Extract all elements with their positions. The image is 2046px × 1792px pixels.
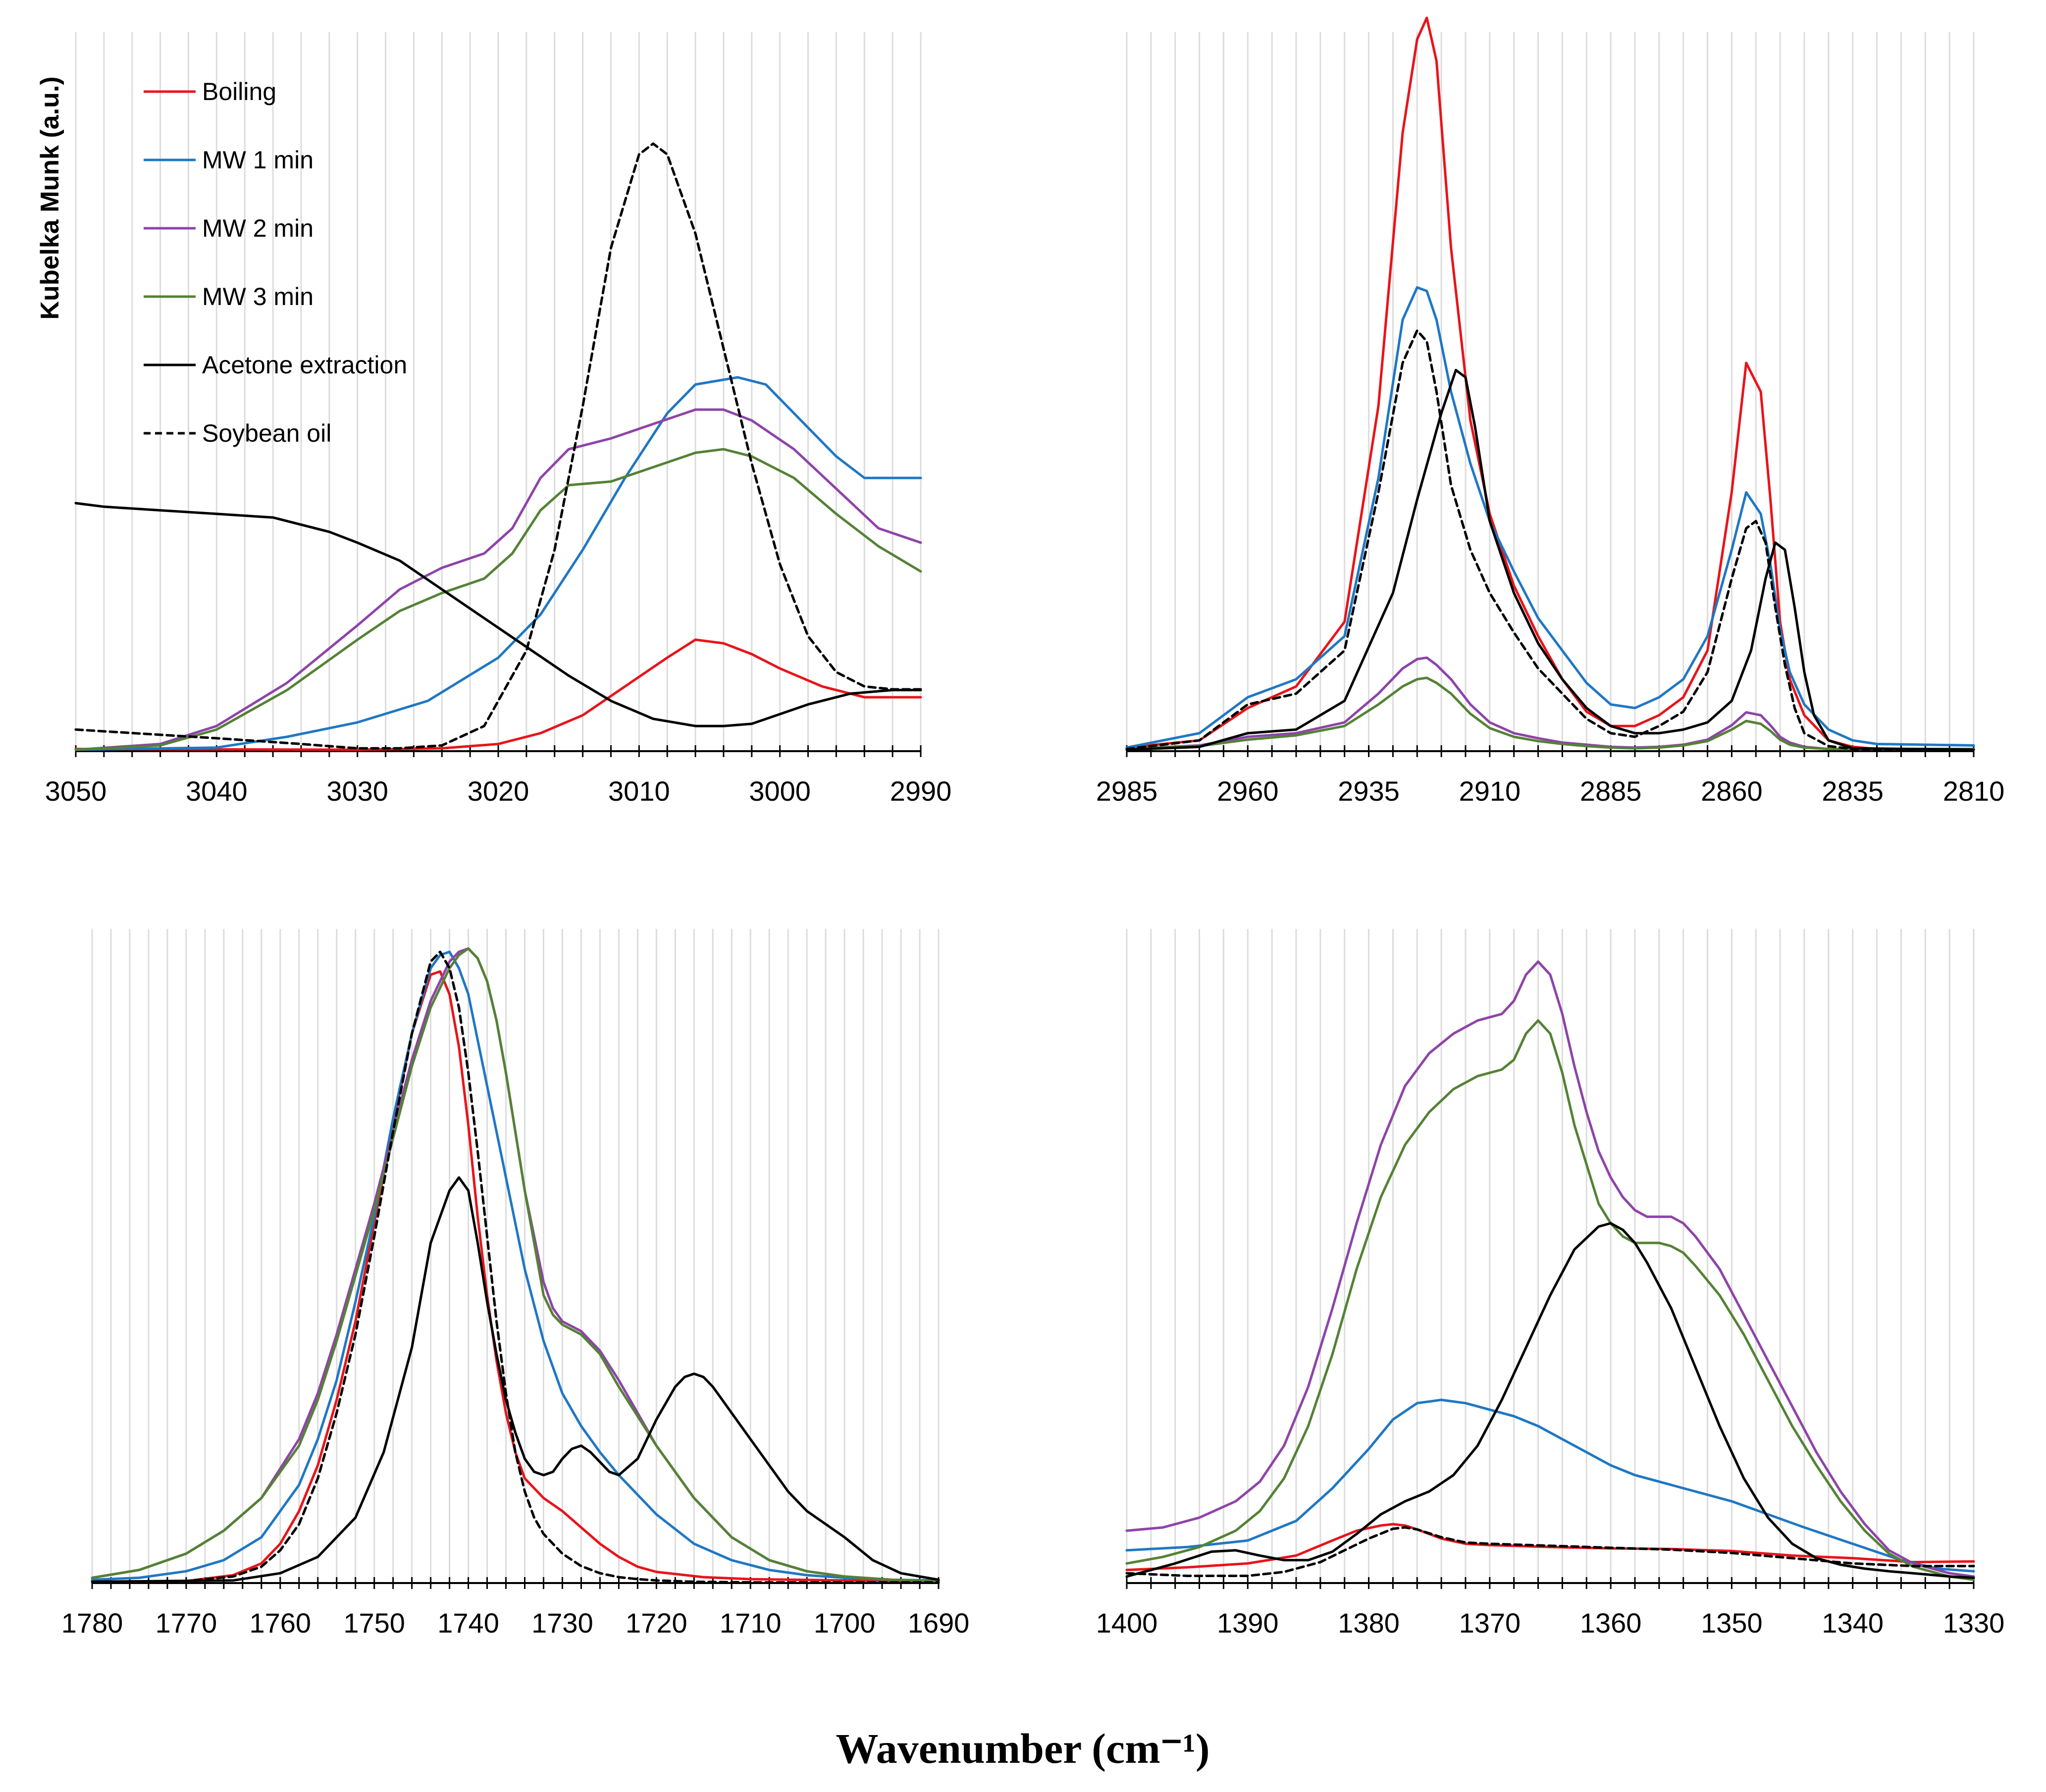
x-tick-label: 1750 [343, 1607, 405, 1638]
series-line-soy [74, 142, 922, 750]
x-tick-label: 1350 [1701, 1607, 1763, 1638]
x-tick-label: 2990 [890, 775, 952, 807]
x-tick-label: 2810 [1943, 775, 2005, 807]
series-line-soy [1125, 1526, 1975, 1577]
x-tick-label: 2885 [1580, 775, 1642, 807]
x-tick-label: 1340 [1822, 1607, 1884, 1638]
x-tick-label: 1390 [1217, 1607, 1279, 1638]
x-axis-label: Wavenumber (cm⁻¹) [836, 1725, 1209, 1772]
series-line-boiling [74, 638, 922, 751]
x-tick-label: 1330 [1943, 1607, 2005, 1638]
series-line-mw1 [1125, 286, 1975, 749]
legend: Boiling MW 1 min MW 2 min MW 3 min Acetone e… [144, 78, 407, 447]
legend-label-mw2: MW 2 min [202, 214, 314, 242]
x-tick-label: 1720 [626, 1607, 687, 1638]
x-tick-label: 2960 [1217, 775, 1279, 807]
series-line-boiling [91, 970, 940, 1583]
series-line-soy [91, 950, 940, 1584]
series-line-mw3 [74, 448, 922, 751]
series-line-soy [1125, 329, 1975, 751]
x-tick-label: 1400 [1096, 1607, 1158, 1638]
legend-label-mw1: MW 1 min [202, 146, 314, 174]
panel-top-right: 2985 2960 2935 2910 2885 2860 2835 2810 [1096, 16, 2005, 807]
legend-label-boiling: Boiling [202, 78, 276, 105]
x-tick-label: 3020 [468, 775, 529, 807]
x-tick-label: 1370 [1459, 1607, 1521, 1638]
x-tick-label: 1760 [249, 1607, 311, 1638]
y-axis-label: Kubelka Munk (a.u.) [36, 76, 64, 319]
panel-bottom-left: 1780 1770 1760 1750 1740 1730 1720 1710 1700 1690 [61, 929, 970, 1638]
series-line-acetone [91, 1176, 940, 1583]
x-tick-label: 3050 [45, 775, 107, 807]
x-tick-label: 1690 [908, 1607, 970, 1638]
x-tick-label: 1740 [437, 1607, 499, 1638]
series-line-mw3 [1125, 676, 1975, 751]
legend-label-mw3: MW 3 min [202, 283, 314, 310]
series-line-mw2 [1125, 960, 1975, 1578]
x-tick-label: 2985 [1096, 775, 1158, 807]
series-line-mw1 [1125, 1398, 1975, 1573]
x-tick-label: 1360 [1580, 1607, 1642, 1638]
series-line-boiling [1125, 1523, 1975, 1572]
series-line-mw1 [74, 376, 922, 751]
x-tick-label: 1710 [720, 1607, 782, 1638]
x-tick-label: 3040 [186, 775, 248, 807]
legend-label-acetone: Acetone extraction [202, 351, 407, 379]
series-line-mw3 [1125, 1019, 1975, 1581]
x-tick-label: 1380 [1338, 1607, 1400, 1638]
series-line-mw2 [74, 408, 922, 751]
series-line-mw1 [91, 950, 940, 1582]
legend-label-soy: Soybean oil [202, 419, 331, 447]
x-tick-label: 2860 [1701, 775, 1763, 807]
series-line-acetone [1125, 368, 1975, 751]
x-tick-label: 2910 [1459, 775, 1521, 807]
x-tick-label: 3030 [326, 775, 388, 807]
x-tick-label: 3000 [749, 775, 811, 807]
x-tick-label: 1730 [531, 1607, 593, 1638]
x-tick-label: 3010 [608, 775, 670, 807]
x-tick-label: 2935 [1338, 775, 1400, 807]
panel-bottom-right: 1400 1390 1380 1370 1360 1350 1340 1330 [1096, 929, 2005, 1638]
x-tick-label: 1700 [814, 1607, 876, 1638]
panel-top-left: 3050 3040 3030 3020 3010 3000 2990 [45, 32, 952, 807]
series-line-mw2 [1125, 656, 1975, 751]
series-line-mw3 [91, 947, 940, 1583]
x-tick-label: 1770 [156, 1607, 217, 1638]
x-tick-label: 1780 [61, 1607, 123, 1638]
x-tick-label: 2835 [1822, 775, 1884, 807]
series-line-acetone [1125, 1222, 1975, 1579]
